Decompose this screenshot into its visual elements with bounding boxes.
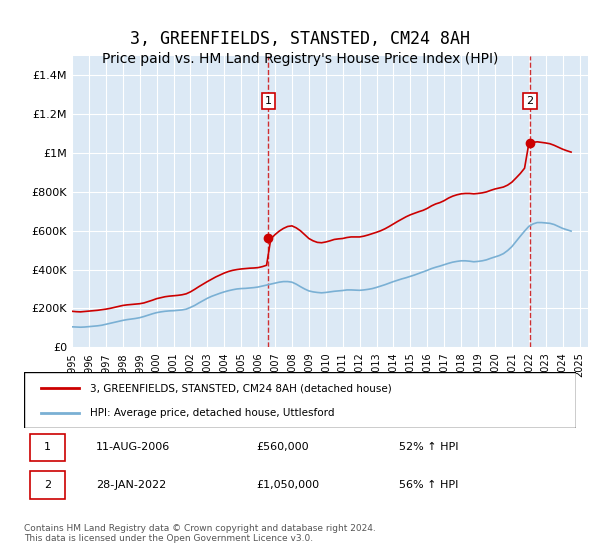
Text: 28-JAN-2022: 28-JAN-2022 — [96, 480, 166, 490]
Text: 11-AUG-2006: 11-AUG-2006 — [96, 442, 170, 452]
Text: £1,050,000: £1,050,000 — [256, 480, 319, 490]
Text: 2: 2 — [527, 96, 534, 106]
Text: 56% ↑ HPI: 56% ↑ HPI — [400, 480, 459, 490]
FancyBboxPatch shape — [29, 433, 65, 461]
FancyBboxPatch shape — [29, 472, 65, 499]
Text: 3, GREENFIELDS, STANSTED, CM24 8AH: 3, GREENFIELDS, STANSTED, CM24 8AH — [130, 30, 470, 48]
Text: 52% ↑ HPI: 52% ↑ HPI — [400, 442, 459, 452]
Text: HPI: Average price, detached house, Uttlesford: HPI: Average price, detached house, Uttl… — [90, 408, 335, 418]
Text: 1: 1 — [265, 96, 272, 106]
Text: Price paid vs. HM Land Registry's House Price Index (HPI): Price paid vs. HM Land Registry's House … — [102, 52, 498, 66]
Text: Contains HM Land Registry data © Crown copyright and database right 2024.
This d: Contains HM Land Registry data © Crown c… — [24, 524, 376, 543]
FancyBboxPatch shape — [24, 372, 576, 428]
Text: 2: 2 — [44, 480, 51, 490]
Text: 3, GREENFIELDS, STANSTED, CM24 8AH (detached house): 3, GREENFIELDS, STANSTED, CM24 8AH (deta… — [90, 383, 392, 393]
Text: £560,000: £560,000 — [256, 442, 308, 452]
Text: 1: 1 — [44, 442, 51, 452]
